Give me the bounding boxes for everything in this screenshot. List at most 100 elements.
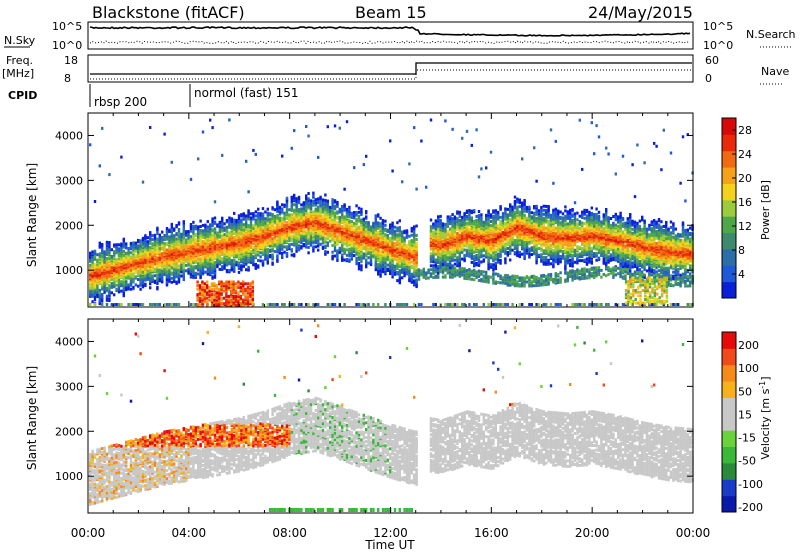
power-cell [156, 226, 159, 230]
power-cell [463, 270, 466, 273]
power-cell [331, 303, 334, 306]
power-cell [199, 246, 202, 250]
power-cell [350, 247, 353, 250]
power-cell [458, 274, 461, 278]
power-cell [122, 249, 125, 253]
power-cell [278, 208, 281, 212]
power-cell [468, 270, 471, 274]
power-cell [273, 250, 277, 253]
power-cell [245, 225, 248, 229]
power-cell [117, 287, 121, 291]
power-cell [360, 264, 363, 268]
power-cell [329, 239, 332, 243]
power-cell [290, 213, 293, 217]
power-cell [403, 274, 406, 278]
power-cell [365, 223, 368, 227]
power-cell [458, 214, 461, 218]
power-cell [405, 303, 409, 306]
power-cell [305, 209, 308, 213]
power-cell [276, 230, 279, 234]
power-cell [173, 303, 176, 306]
power-cell [470, 143, 473, 147]
power-cell [343, 187, 346, 191]
power-cell [108, 280, 111, 284]
power-cell [341, 225, 344, 229]
power-cell [139, 274, 142, 278]
power-cell [312, 191, 315, 195]
power-cell [228, 219, 231, 223]
power-cell [103, 250, 106, 254]
power-cell [230, 259, 233, 263]
power-cell [197, 230, 200, 234]
power-cell [451, 248, 454, 252]
power-cell [266, 248, 269, 252]
power-cell [117, 281, 121, 284]
power-cell [283, 211, 286, 215]
power-cell [276, 254, 279, 258]
power-cell [377, 263, 380, 267]
power-cell [290, 253, 293, 257]
power-cell [379, 265, 382, 269]
power-cell [165, 229, 169, 233]
power-cell [216, 223, 219, 227]
power-cell [146, 236, 149, 240]
power-cell [177, 303, 181, 306]
power-cell [470, 260, 473, 264]
power-cell [357, 267, 361, 271]
power-cell [252, 217, 255, 221]
power-cell [461, 218, 464, 222]
power-cell [141, 236, 145, 240]
power-cell [384, 303, 387, 306]
power-cell [384, 268, 387, 272]
power-cell [413, 230, 416, 234]
power-cell [141, 285, 145, 289]
power-cell [451, 127, 454, 131]
power-cell [463, 212, 466, 216]
power-cell [170, 260, 173, 264]
power-cell [408, 273, 411, 277]
power-cell [348, 247, 351, 251]
power-cell [408, 240, 411, 244]
power-cell [432, 264, 435, 268]
power-cell [477, 214, 481, 218]
power-cell [458, 210, 461, 214]
power-cell [108, 173, 111, 177]
power-cell [369, 259, 373, 262]
power-cell [338, 246, 341, 250]
power-cell [165, 233, 169, 237]
power-cell [434, 227, 437, 231]
power-cell [374, 268, 377, 272]
power-cell [153, 241, 157, 245]
power-cell [362, 303, 365, 306]
power-cell [309, 199, 313, 203]
power-cell [132, 285, 135, 289]
power-cell [432, 222, 435, 226]
power-cell [283, 303, 286, 306]
power-cell [336, 249, 339, 253]
power-cell [120, 280, 123, 284]
power-cell [357, 217, 361, 221]
power-cell [465, 217, 469, 221]
power-cell [254, 152, 257, 156]
power-cell [365, 303, 368, 306]
power-cell [288, 239, 291, 243]
power-cell [432, 276, 435, 280]
power-cell [129, 279, 133, 283]
power-cell [197, 261, 200, 265]
power-cell [283, 203, 286, 207]
power-cell [458, 218, 461, 222]
power-cell [153, 233, 157, 237]
power-cell [192, 224, 195, 228]
power-cell [170, 240, 173, 244]
power-cell [213, 216, 217, 220]
power-cell [321, 210, 325, 214]
power-cell [161, 244, 164, 247]
power-cell [461, 236, 464, 239]
power-cell [410, 226, 413, 230]
power-cell [125, 255, 128, 259]
power-cell [281, 216, 284, 220]
power-cell [221, 228, 224, 232]
power-cell [360, 248, 363, 252]
power-cell [477, 249, 481, 253]
